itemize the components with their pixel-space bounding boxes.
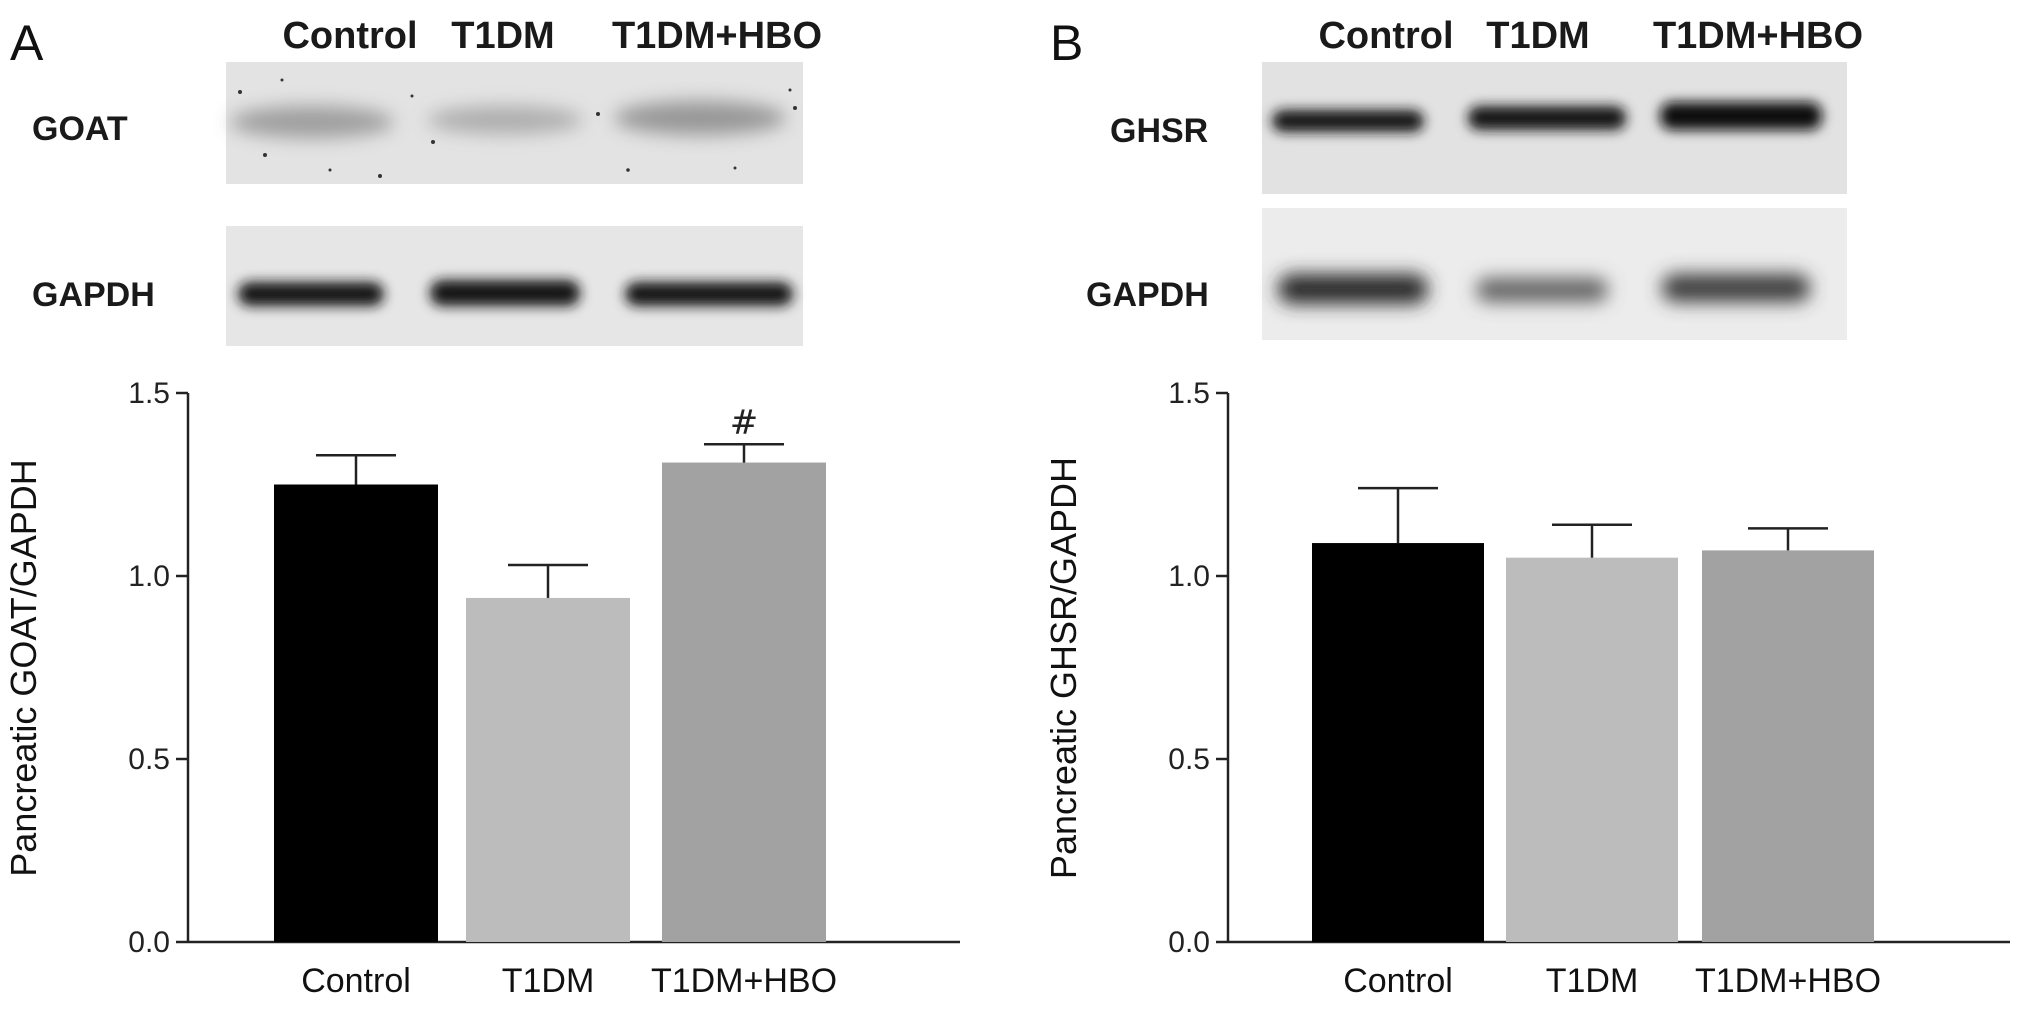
- chart1-bar-0: [1312, 543, 1484, 942]
- panel-a-ylabel: Pancreatic GOAT/GAPDH: [3, 459, 44, 876]
- chart1-ytick-label-1: 0.5: [1168, 743, 1210, 776]
- chart0-bar-1: [466, 597, 630, 942]
- panel-b-lane-t1dm: T1DM: [1486, 15, 1589, 57]
- panel-a-plot-area: 0.0 0.5 1.0 1.5 Control T1DM T1DM+HBO #: [128, 377, 960, 1000]
- chart0-ytick-label-3: 1.5: [128, 377, 170, 410]
- chart1-ytick-label-3: 1.5: [1168, 377, 1210, 410]
- chart0-ytick-label-0: 0.0: [128, 926, 170, 959]
- chart0-bar-2: [662, 462, 826, 942]
- panel-a-blot-goat-label: GOAT: [32, 110, 128, 148]
- panel-b: B Control T1DM T1DM+HBO GHSR GAPDH Pancr…: [1043, 15, 2010, 1000]
- chart0-category-label-1: T1DM: [502, 962, 595, 1000]
- panel-b-lane-control: Control: [1318, 15, 1453, 57]
- panel-a-chart: Pancreatic GOAT/GAPDH 0.0 0.5 1.0 1.5 Contro…: [3, 377, 960, 1000]
- panel-a-lane-t1dm: T1DM: [451, 15, 554, 57]
- panel-a-lane-control: Control: [282, 15, 417, 57]
- panel-a: A Control T1DM T1DM+HBO GOAT GAPDH: [3, 15, 960, 1000]
- chart0-ytick-label-1: 0.5: [128, 743, 170, 776]
- panel-b-letter: B: [1050, 15, 1083, 71]
- panel-a-blot-goat: [226, 62, 803, 184]
- chart0-category-label-2: T1DM+HBO: [651, 962, 837, 1000]
- panel-b-blot-gapdh: [1262, 208, 1847, 340]
- panel-b-plot-area: 0.0 0.5 1.0 1.5 Control T1DM T1DM+HBO: [1168, 377, 2010, 1000]
- panel-b-ylabel: Pancreatic GHSR/GAPDH: [1043, 457, 1084, 879]
- chart1-category-label-1: T1DM: [1546, 962, 1639, 1000]
- panel-a-blot-gapdh-label: GAPDH: [32, 276, 155, 314]
- chart1-bar-2: [1702, 550, 1874, 942]
- chart1-ytick-label-0: 0.0: [1168, 926, 1210, 959]
- chart0-ytick-label-2: 1.0: [128, 560, 170, 593]
- chart0-bar-0: [274, 484, 438, 942]
- chart1-category-label-0: Control: [1343, 962, 1453, 1000]
- panel-b-lane-t1dm-hbo: T1DM+HBO: [1653, 15, 1863, 57]
- panel-b-blot-gapdh-label: GAPDH: [1086, 276, 1209, 314]
- panel-b-chart: Pancreatic GHSR/GAPDH 0.0 0.5 1.0 1.5 Contro…: [1043, 377, 2010, 1000]
- chart0-category-label-0: Control: [301, 962, 411, 1000]
- panel-a-lane-t1dm-hbo: T1DM+HBO: [612, 15, 822, 57]
- panel-a-letter: A: [10, 15, 44, 71]
- chart1-category-label-2: T1DM+HBO: [1695, 962, 1881, 1000]
- chart1-bar-1: [1506, 557, 1678, 942]
- chart1-ytick-label-2: 1.0: [1168, 560, 1210, 593]
- chart0-annotation-2: #: [730, 403, 759, 443]
- panel-b-blot-ghsr-label: GHSR: [1110, 112, 1208, 150]
- panel-b-blot-ghsr: [1262, 62, 1847, 194]
- panel-a-blot-gapdh: [226, 226, 803, 346]
